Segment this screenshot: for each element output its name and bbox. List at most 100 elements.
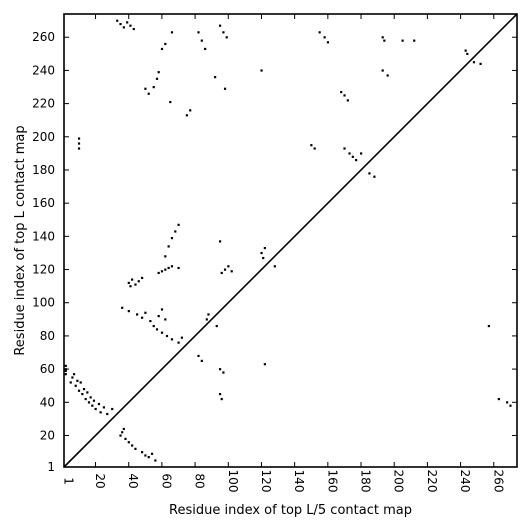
diagonal-line xyxy=(63,13,518,468)
contact-point xyxy=(509,404,512,407)
contact-point xyxy=(157,315,160,318)
contact-point xyxy=(76,379,79,382)
contact-point xyxy=(152,324,155,328)
contact-point xyxy=(174,230,177,233)
contact-point xyxy=(215,324,218,328)
contact-point xyxy=(180,336,184,339)
y-tick-label: 160 xyxy=(32,196,55,210)
y-tick-label: 80 xyxy=(40,329,55,343)
contact-point xyxy=(140,451,144,454)
contact-point xyxy=(197,31,200,34)
contact-point xyxy=(69,381,72,384)
contact-point xyxy=(160,270,164,273)
contact-point xyxy=(147,92,150,95)
contact-point xyxy=(351,155,354,158)
contact-point xyxy=(119,434,122,437)
contact-point xyxy=(155,328,159,331)
y-tick-label: 1 xyxy=(47,460,55,474)
contact-point xyxy=(127,281,130,285)
contact-point xyxy=(368,172,371,175)
contact-point xyxy=(99,411,102,414)
contact-point xyxy=(160,308,164,311)
contact-point xyxy=(129,285,132,288)
contact-point xyxy=(383,39,386,42)
contact-point xyxy=(81,392,84,396)
y-tick-label: 120 xyxy=(32,263,55,277)
contact-point xyxy=(64,369,67,372)
contact-point xyxy=(310,144,313,147)
contact-point xyxy=(197,354,200,358)
contact-point xyxy=(152,86,155,89)
contact-point xyxy=(157,271,160,275)
contact-point xyxy=(140,316,144,319)
contact-point xyxy=(381,69,384,72)
contact-point xyxy=(263,246,266,250)
contact-point xyxy=(200,359,203,363)
contact-point xyxy=(227,265,230,268)
contact-point xyxy=(154,459,157,462)
contact-point xyxy=(147,456,150,459)
contact-point xyxy=(207,313,210,316)
contact-points xyxy=(64,19,512,462)
contact-point xyxy=(129,24,132,27)
contact-point xyxy=(177,341,180,344)
x-tick-label: 140 xyxy=(292,470,306,493)
x-tick-label: 80 xyxy=(193,473,207,488)
contact-point xyxy=(340,90,343,94)
contact-point xyxy=(87,401,91,404)
contact-point xyxy=(124,437,127,440)
contact-point xyxy=(479,62,482,65)
y-tick-label: 100 xyxy=(32,296,55,310)
contact-point xyxy=(472,61,476,64)
contact-point xyxy=(77,147,81,150)
contact-point xyxy=(225,36,228,39)
contact-point xyxy=(134,447,137,450)
contact-point xyxy=(160,331,164,334)
contact-point xyxy=(185,114,188,117)
contact-point xyxy=(106,412,109,416)
contact-point xyxy=(200,39,203,42)
contact-point xyxy=(64,364,67,367)
contact-point xyxy=(77,389,81,392)
contact-point xyxy=(131,278,134,281)
contact-point xyxy=(167,245,170,248)
contact-point xyxy=(413,39,416,42)
y-tick-label: 240 xyxy=(32,63,55,77)
contact-point xyxy=(177,223,180,226)
contact-point xyxy=(74,384,77,387)
contact-point xyxy=(348,152,351,155)
contact-point xyxy=(91,404,94,407)
y-axis-label: Residue index of top L contact map xyxy=(13,125,28,355)
contact-point xyxy=(164,42,167,46)
contact-point xyxy=(170,31,174,34)
contact-point xyxy=(189,109,192,112)
x-tick-label: 120 xyxy=(259,470,273,493)
contact-point xyxy=(218,240,222,243)
contact-point xyxy=(487,324,490,328)
contact-point xyxy=(64,373,67,376)
x-tick-label: 180 xyxy=(359,470,373,493)
contact-point xyxy=(121,431,124,434)
contact-point xyxy=(373,175,376,178)
contact-point xyxy=(164,255,167,258)
contact-point xyxy=(126,21,129,24)
contact-point xyxy=(140,276,144,280)
contact-point xyxy=(144,311,147,314)
contact-point xyxy=(144,454,147,457)
x-tick-label: 20 xyxy=(93,473,107,488)
contact-point xyxy=(137,280,140,283)
plot-frame xyxy=(63,13,518,468)
contact-point xyxy=(167,266,170,270)
y-tick-label: 220 xyxy=(32,97,55,111)
contact-point xyxy=(355,159,358,162)
x-axis-label: Residue index of top L/5 contact map xyxy=(169,503,412,518)
contact-point xyxy=(97,402,101,406)
contact-point xyxy=(82,388,86,391)
contact-point xyxy=(94,407,97,411)
contact-point xyxy=(116,19,119,22)
x-tick-label: 220 xyxy=(425,470,439,493)
x-tick-label: 60 xyxy=(159,473,173,488)
contact-point xyxy=(273,265,276,268)
contact-point xyxy=(223,87,227,90)
contact-point xyxy=(89,396,92,399)
